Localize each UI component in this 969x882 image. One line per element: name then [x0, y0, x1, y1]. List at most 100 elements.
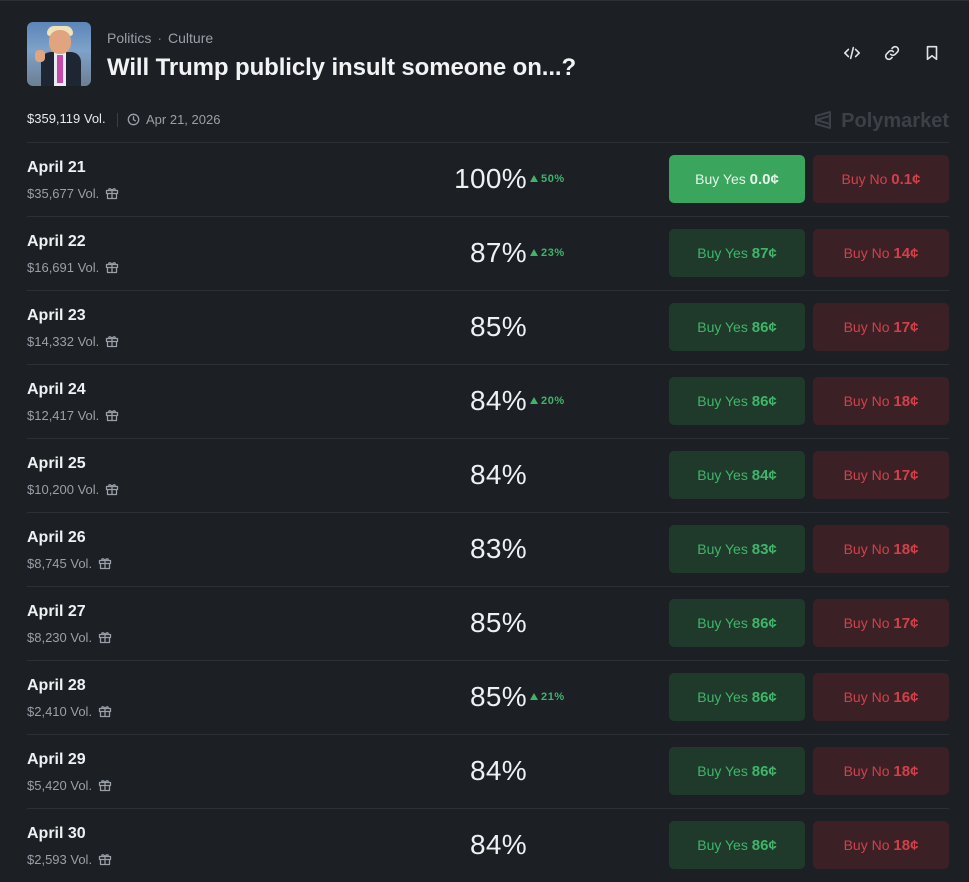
buy-yes-button[interactable]: Buy Yes 86¢: [669, 821, 805, 869]
outcome-probability: 83%: [427, 533, 667, 565]
buy-no-price: 14¢: [893, 245, 919, 262]
bookmark-icon[interactable]: [923, 44, 943, 64]
buy-no-label: Buy No: [843, 615, 890, 631]
gift-icon[interactable]: [105, 334, 119, 348]
outcome-row[interactable]: April 30 $2,593 Vol. 84% Buy Yes 86¢ Buy…: [27, 808, 949, 882]
buy-yes-label: Buy Yes: [697, 615, 748, 631]
outcome-row[interactable]: April 26 $8,745 Vol. 83% Buy Yes 83¢ Buy…: [27, 512, 949, 586]
buy-no-button[interactable]: Buy No 18¢: [813, 377, 949, 425]
buy-no-button[interactable]: Buy No 18¢: [813, 747, 949, 795]
outcome-volume: $16,691 Vol.: [27, 258, 119, 275]
buy-yes-button[interactable]: Buy Yes 86¢: [669, 747, 805, 795]
gift-icon[interactable]: [98, 778, 112, 792]
outcome-probability: 85%: [427, 607, 667, 639]
outcome-volume: $35,677 Vol.: [27, 184, 119, 201]
gift-icon[interactable]: [98, 852, 112, 866]
outcome-list: April 21 $35,677 Vol. 100% 50% Buy Yes 0…: [27, 142, 949, 882]
outcome-volume: $10,200 Vol.: [27, 480, 119, 497]
outcome-volume-text: $2,593 Vol.: [27, 852, 93, 867]
outcome-row[interactable]: April 29 $5,420 Vol. 84% Buy Yes 86¢ Buy…: [27, 734, 949, 808]
buy-yes-button[interactable]: Buy Yes 86¢: [669, 303, 805, 351]
outcome-date: April 29: [27, 751, 86, 768]
outcome-date: April 24: [27, 381, 86, 398]
buy-yes-label: Buy Yes: [697, 467, 748, 483]
outcome-volume: $12,417 Vol.: [27, 406, 119, 423]
buy-no-label: Buy No: [843, 837, 890, 853]
gift-icon[interactable]: [98, 704, 112, 718]
embed-icon[interactable]: [843, 44, 863, 64]
outcome-date: April 28: [27, 677, 86, 694]
market-meta: $359,119 Vol. Apr 21, 2026 Polymarket: [27, 107, 949, 133]
buy-no-button[interactable]: Buy No 18¢: [813, 525, 949, 573]
buy-no-button[interactable]: Buy No 18¢: [813, 821, 949, 869]
buy-yes-button[interactable]: Buy Yes 0.0¢: [669, 155, 805, 203]
polymarket-logo: Polymarket: [813, 107, 949, 133]
gift-icon[interactable]: [105, 482, 119, 496]
change-value: 20%: [541, 395, 565, 407]
probability-change: 50%: [530, 173, 565, 185]
outcome-row[interactable]: April 28 $2,410 Vol. 85% 21% Buy Yes 86¢…: [27, 660, 949, 734]
buy-no-label: Buy No: [843, 763, 890, 779]
change-value: 23%: [541, 247, 565, 259]
breadcrumb-culture[interactable]: Culture: [168, 30, 214, 46]
polymarket-icon: [815, 111, 832, 129]
probability-value: 87%: [470, 237, 527, 268]
buy-no-price: 17¢: [893, 467, 919, 484]
buy-yes-button[interactable]: Buy Yes 86¢: [669, 599, 805, 647]
buy-no-price: 16¢: [893, 689, 919, 706]
outcome-row[interactable]: April 24 $12,417 Vol. 84% 20% Buy Yes 86…: [27, 364, 949, 438]
buy-no-button[interactable]: Buy No 17¢: [813, 451, 949, 499]
buy-yes-button[interactable]: Buy Yes 86¢: [669, 377, 805, 425]
buy-yes-button[interactable]: Buy Yes 84¢: [669, 451, 805, 499]
buy-no-label: Buy No: [843, 245, 890, 261]
gift-icon[interactable]: [105, 186, 119, 200]
outcome-row[interactable]: April 27 $8,230 Vol. 85% Buy Yes 86¢ Buy…: [27, 586, 949, 660]
outcome-probability: 100% 50%: [427, 163, 667, 195]
outcome-row[interactable]: April 25 $10,200 Vol. 84% Buy Yes 84¢ Bu…: [27, 438, 949, 512]
outcome-probability: 87% 23%: [427, 237, 667, 269]
breadcrumb-separator: ·: [157, 30, 163, 46]
gift-icon[interactable]: [98, 556, 112, 570]
buy-no-button[interactable]: Buy No 17¢: [813, 599, 949, 647]
link-icon[interactable]: [883, 44, 903, 64]
buy-no-price: 18¢: [893, 837, 919, 854]
outcome-volume-text: $5,420 Vol.: [27, 778, 93, 793]
gift-icon[interactable]: [98, 630, 112, 644]
outcome-probability: 84% 20%: [427, 385, 667, 417]
buy-yes-price: 0.0¢: [749, 171, 779, 188]
outcome-row[interactable]: April 21 $35,677 Vol. 100% 50% Buy Yes 0…: [27, 142, 949, 216]
buy-no-button[interactable]: Buy No 0.1¢: [813, 155, 949, 203]
buy-yes-label: Buy Yes: [697, 689, 748, 705]
buy-no-price: 18¢: [893, 763, 919, 780]
buy-yes-price: 84¢: [751, 467, 777, 484]
outcome-date: April 22: [27, 233, 86, 250]
outcome-volume-text: $14,332 Vol.: [27, 334, 100, 349]
outcome-row[interactable]: April 22 $16,691 Vol. 87% 23% Buy Yes 87…: [27, 216, 949, 290]
outcome-volume: $2,410 Vol.: [27, 702, 112, 719]
buy-yes-price: 86¢: [751, 615, 777, 632]
buy-yes-label: Buy Yes: [697, 319, 748, 335]
buy-no-button[interactable]: Buy No 17¢: [813, 303, 949, 351]
gift-icon[interactable]: [105, 408, 119, 422]
breadcrumb-politics[interactable]: Politics: [107, 30, 152, 46]
change-value: 21%: [541, 691, 565, 703]
outcome-row[interactable]: April 23 $14,332 Vol. 85% Buy Yes 86¢ Bu…: [27, 290, 949, 364]
buy-no-label: Buy No: [843, 319, 890, 335]
outcome-probability: 84%: [427, 755, 667, 787]
market-header: Politics · Culture Will Trump publicly ins…: [27, 22, 949, 86]
meta-divider: [117, 113, 118, 127]
probability-value: 84%: [470, 385, 527, 416]
buy-yes-button[interactable]: Buy Yes 86¢: [669, 673, 805, 721]
outcome-probability: 84%: [427, 459, 667, 491]
buy-no-button[interactable]: Buy No 16¢: [813, 673, 949, 721]
outcome-date: April 27: [27, 603, 86, 620]
triangle-up-icon: [530, 175, 538, 182]
buy-no-price: 18¢: [893, 541, 919, 558]
buy-no-label: Buy No: [843, 541, 890, 557]
total-volume: $359,119 Vol.: [27, 111, 106, 126]
buy-yes-button[interactable]: Buy Yes 87¢: [669, 229, 805, 277]
buy-no-button[interactable]: Buy No 14¢: [813, 229, 949, 277]
buy-no-label: Buy No: [843, 689, 890, 705]
gift-icon[interactable]: [105, 260, 119, 274]
buy-yes-button[interactable]: Buy Yes 83¢: [669, 525, 805, 573]
